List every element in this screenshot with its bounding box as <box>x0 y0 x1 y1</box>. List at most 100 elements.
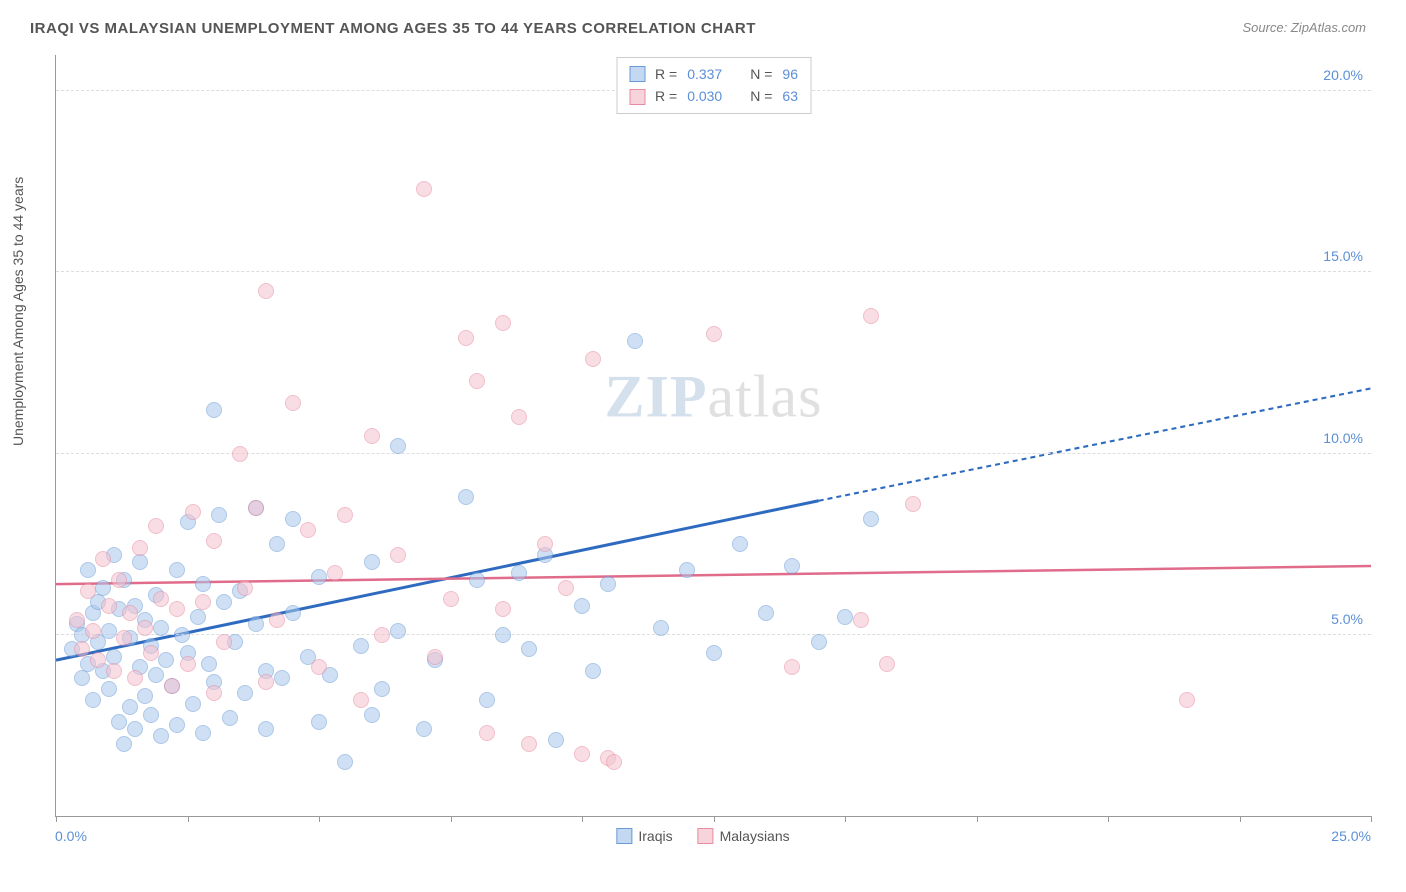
scatter-point <box>190 609 206 625</box>
scatter-point <box>127 721 143 737</box>
scatter-point <box>258 283 274 299</box>
scatter-point <box>311 569 327 585</box>
scatter-point <box>269 536 285 552</box>
scatter-point <box>311 714 327 730</box>
x-axis-min-label: 0.0% <box>55 828 87 844</box>
scatter-point <box>169 717 185 733</box>
scatter-point <box>216 634 232 650</box>
scatter-point <box>458 330 474 346</box>
scatter-point <box>511 565 527 581</box>
scatter-point <box>905 496 921 512</box>
watermark-zip: ZIP <box>605 364 708 430</box>
scatter-point <box>495 315 511 331</box>
scatter-point <box>706 645 722 661</box>
scatter-point <box>132 540 148 556</box>
scatter-point <box>537 536 553 552</box>
scatter-point <box>195 576 211 592</box>
n-value: 63 <box>782 85 798 107</box>
scatter-point <box>206 533 222 549</box>
scatter-point <box>1179 692 1195 708</box>
scatter-point <box>95 580 111 596</box>
scatter-point <box>274 670 290 686</box>
scatter-point <box>521 641 537 657</box>
x-tick <box>1240 816 1241 822</box>
scatter-point <box>364 707 380 723</box>
gridline <box>56 271 1371 272</box>
scatter-point <box>258 721 274 737</box>
scatter-point <box>74 670 90 686</box>
scatter-point <box>558 580 574 596</box>
scatter-point <box>143 645 159 661</box>
scatter-point <box>216 594 232 610</box>
x-tick <box>1108 816 1109 822</box>
legend-series-label: Malaysians <box>720 828 790 844</box>
scatter-point <box>90 652 106 668</box>
scatter-point <box>158 652 174 668</box>
scatter-point <box>337 507 353 523</box>
r-value: 0.337 <box>687 63 722 85</box>
scatter-point <box>80 562 96 578</box>
r-label: R = <box>655 85 677 107</box>
scatter-point <box>390 623 406 639</box>
legend-swatch <box>616 828 632 844</box>
y-tick-label: 15.0% <box>1323 248 1363 264</box>
scatter-point <box>732 536 748 552</box>
scatter-point <box>863 511 879 527</box>
chart-title: IRAQI VS MALAYSIAN UNEMPLOYMENT AMONG AG… <box>30 20 1376 37</box>
scatter-point <box>548 732 564 748</box>
legend-series: IraqisMalaysians <box>616 828 789 844</box>
scatter-point <box>784 558 800 574</box>
trend-lines-svg <box>56 55 1371 816</box>
scatter-point <box>479 692 495 708</box>
scatter-point <box>174 627 190 643</box>
scatter-point <box>111 572 127 588</box>
watermark: ZIPatlas <box>605 363 823 432</box>
scatter-point <box>206 685 222 701</box>
scatter-point <box>258 674 274 690</box>
scatter-point <box>879 656 895 672</box>
scatter-point <box>127 670 143 686</box>
scatter-point <box>374 681 390 697</box>
scatter-point <box>495 627 511 643</box>
scatter-point <box>337 754 353 770</box>
scatter-point <box>116 736 132 752</box>
x-axis-max-label: 25.0% <box>1331 828 1371 844</box>
scatter-point <box>285 605 301 621</box>
scatter-point <box>69 612 85 628</box>
scatter-point <box>185 696 201 712</box>
scatter-point <box>164 678 180 694</box>
scatter-point <box>353 638 369 654</box>
scatter-point <box>585 351 601 367</box>
scatter-point <box>85 692 101 708</box>
scatter-point <box>106 663 122 679</box>
scatter-point <box>116 630 132 646</box>
scatter-point <box>122 699 138 715</box>
scatter-point <box>137 620 153 636</box>
scatter-point <box>148 518 164 534</box>
scatter-point <box>237 580 253 596</box>
scatter-point <box>574 746 590 762</box>
scatter-point <box>479 725 495 741</box>
scatter-point <box>101 598 117 614</box>
scatter-point <box>443 591 459 607</box>
scatter-point <box>285 511 301 527</box>
scatter-point <box>201 656 217 672</box>
x-tick <box>451 816 452 822</box>
scatter-point <box>679 562 695 578</box>
scatter-point <box>237 685 253 701</box>
scatter-point <box>180 656 196 672</box>
n-label: N = <box>750 85 772 107</box>
scatter-point <box>222 710 238 726</box>
x-tick <box>56 816 57 822</box>
legend-swatch <box>629 66 645 82</box>
plot-area: ZIPatlas R =0.337N =96R =0.030N =63 5.0%… <box>55 55 1371 817</box>
scatter-point <box>153 591 169 607</box>
scatter-point <box>458 489 474 505</box>
gridline <box>56 634 1371 635</box>
scatter-point <box>122 605 138 621</box>
scatter-point <box>148 667 164 683</box>
scatter-point <box>390 438 406 454</box>
scatter-point <box>585 663 601 679</box>
scatter-point <box>80 583 96 599</box>
scatter-point <box>627 333 643 349</box>
